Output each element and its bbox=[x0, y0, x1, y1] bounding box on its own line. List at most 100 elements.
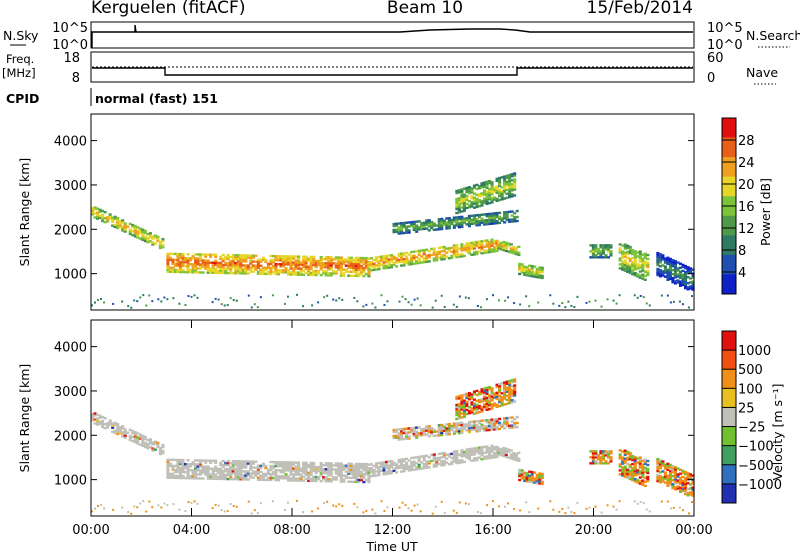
velocity-cell bbox=[362, 476, 366, 480]
velocity-cell bbox=[354, 472, 358, 476]
power-cell bbox=[98, 210, 102, 214]
power-cell bbox=[250, 306, 253, 309]
velocity-cell bbox=[502, 452, 506, 456]
power-cell bbox=[479, 306, 482, 309]
velocity-cell bbox=[505, 398, 509, 401]
velocity-cell bbox=[485, 390, 489, 394]
velocity-cell bbox=[604, 462, 608, 465]
velocity-cell bbox=[422, 462, 426, 466]
power-cell bbox=[176, 252, 180, 256]
velocity-cell bbox=[101, 415, 105, 419]
velocity-cell bbox=[422, 454, 426, 458]
power-cell bbox=[221, 265, 225, 269]
power-cell bbox=[437, 228, 441, 231]
power-cell bbox=[123, 228, 127, 231]
velocity-cell bbox=[487, 395, 492, 399]
velocity-cell bbox=[513, 400, 517, 403]
power-cell bbox=[166, 298, 169, 301]
power-cell bbox=[289, 261, 293, 264]
velocity-cell bbox=[499, 450, 503, 453]
power-cell bbox=[96, 213, 100, 216]
velocity-cell bbox=[490, 444, 494, 447]
velocity-cell bbox=[500, 382, 504, 385]
velocity-cell bbox=[681, 481, 685, 485]
velocity-cell bbox=[289, 473, 293, 476]
power-cell bbox=[530, 270, 534, 274]
power-cell bbox=[502, 244, 506, 248]
velocity-cell bbox=[445, 433, 449, 436]
power-cell bbox=[158, 244, 162, 248]
power-cell bbox=[206, 253, 210, 256]
velocity-cell bbox=[118, 432, 122, 435]
power-cell bbox=[430, 220, 434, 224]
velocity-cell bbox=[339, 474, 343, 477]
power-cell bbox=[362, 258, 366, 262]
power-cell bbox=[339, 272, 343, 275]
power-cell bbox=[371, 302, 374, 305]
velocity-cell bbox=[224, 461, 228, 465]
power-cell bbox=[133, 229, 137, 232]
velocity-cell bbox=[302, 465, 306, 468]
velocity-cell bbox=[367, 480, 371, 484]
velocity-cell bbox=[482, 399, 487, 402]
power-cell bbox=[246, 254, 250, 257]
velocity-cell bbox=[166, 460, 170, 463]
velocity-cell bbox=[136, 440, 140, 443]
velocity-cell bbox=[395, 430, 399, 433]
power-cell bbox=[199, 253, 203, 256]
velocity-cell bbox=[397, 436, 401, 439]
velocity-cell bbox=[485, 445, 489, 448]
power-cell bbox=[397, 260, 401, 264]
velocity-cell bbox=[470, 393, 474, 396]
power-cell bbox=[594, 254, 598, 257]
velocity-cell bbox=[264, 472, 268, 476]
power-cell bbox=[505, 192, 509, 195]
power-cell bbox=[214, 255, 218, 259]
power-cell bbox=[389, 263, 394, 267]
velocity-cell bbox=[407, 437, 411, 440]
velocity-cell bbox=[229, 467, 233, 471]
velocity-cell bbox=[656, 479, 660, 483]
velocity-cell bbox=[206, 477, 210, 480]
power-cell bbox=[357, 262, 361, 266]
power-cell bbox=[239, 266, 243, 269]
velocity-cell bbox=[420, 433, 424, 437]
velocity-cell bbox=[643, 460, 647, 464]
power-cell bbox=[633, 274, 637, 277]
velocity-cell bbox=[672, 506, 675, 509]
velocity-cell bbox=[633, 480, 637, 483]
colorbar-segment bbox=[722, 274, 736, 295]
power-cell bbox=[462, 203, 466, 206]
power-cell bbox=[339, 274, 343, 277]
velocity-cell bbox=[676, 467, 680, 470]
power-cell bbox=[628, 271, 632, 275]
velocity-cell bbox=[166, 462, 170, 465]
velocity-cell bbox=[599, 452, 603, 455]
power-cell bbox=[601, 250, 605, 253]
power-cell bbox=[339, 260, 343, 263]
velocity-cell bbox=[475, 411, 479, 415]
power-cell bbox=[236, 260, 240, 263]
power-cell bbox=[681, 283, 685, 287]
velocity-cell bbox=[221, 469, 225, 473]
colorbar-tick-label: 500 bbox=[738, 363, 763, 378]
power-cell bbox=[334, 258, 338, 261]
power-cell bbox=[626, 262, 630, 266]
power-cell bbox=[460, 196, 464, 199]
velocity-cell bbox=[292, 469, 296, 472]
velocity-cell bbox=[284, 467, 288, 470]
velocity-cell bbox=[419, 510, 422, 513]
power-cell bbox=[604, 256, 608, 259]
power-cell bbox=[460, 192, 464, 195]
velocity-cell bbox=[244, 474, 248, 477]
velocity-cell bbox=[400, 432, 404, 435]
power-cell bbox=[457, 199, 461, 202]
power-cell bbox=[676, 279, 680, 282]
power-cell bbox=[304, 267, 308, 270]
velocity-cell bbox=[480, 448, 484, 451]
power-cell bbox=[658, 275, 662, 278]
power-cell bbox=[686, 282, 690, 285]
velocity-cell bbox=[661, 470, 665, 473]
power-cell bbox=[400, 264, 404, 267]
velocity-cell bbox=[452, 458, 456, 461]
